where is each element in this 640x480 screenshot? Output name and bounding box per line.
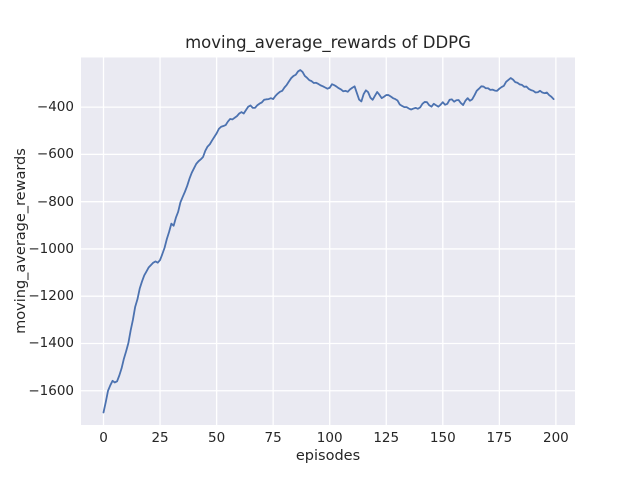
x-tick-label: 50: [208, 430, 226, 446]
y-tick-label: −1200: [28, 288, 74, 305]
chart-title: moving_average_rewards of DDPG: [185, 33, 471, 52]
y-tick-label: −1400: [28, 335, 74, 352]
x-axis-label: episodes: [295, 448, 361, 464]
x-tick-label: 25: [151, 430, 169, 446]
y-tick-label: −1000: [28, 240, 74, 257]
x-tick-label: 150: [429, 430, 456, 446]
y-axis-label: moving_average_rewards: [13, 148, 29, 334]
x-tick-label: 100: [316, 430, 343, 446]
x-tick-label: 175: [486, 430, 513, 446]
y-tick-label: −800: [36, 193, 74, 210]
x-tick-label: 200: [542, 430, 569, 446]
y-tick-label: −600: [36, 146, 74, 163]
x-tick-label: 75: [264, 430, 282, 446]
y-tick-label: −1600: [28, 382, 74, 399]
x-tick-label: 125: [373, 430, 400, 446]
x-tick-label: 0: [99, 430, 108, 446]
reward-line: [102, 69, 555, 414]
axes-background: [81, 57, 575, 425]
y-tick-label: −400: [36, 99, 74, 116]
